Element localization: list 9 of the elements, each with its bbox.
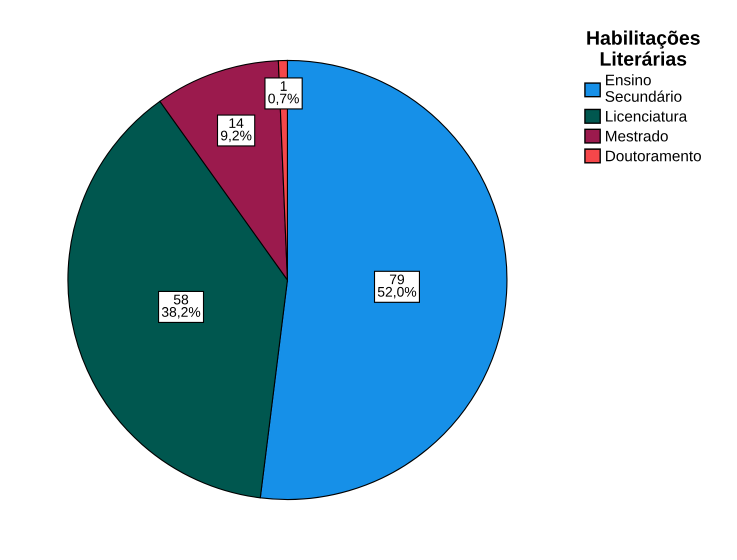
legend-label: Doutoramento [606,150,701,162]
legend-label: Mestrado [606,130,668,142]
data-label: 14 9,2% [220,118,252,142]
data-label: 1 0,7% [268,81,299,106]
data-label: 58 38,2% [162,294,200,319]
legend-label: Licenciatura [606,110,688,122]
data-label: 79 52,0% [378,274,416,298]
legend-label: Ensino Secundário [605,74,682,102]
legend-title: Habilitações Literárias [587,30,700,66]
